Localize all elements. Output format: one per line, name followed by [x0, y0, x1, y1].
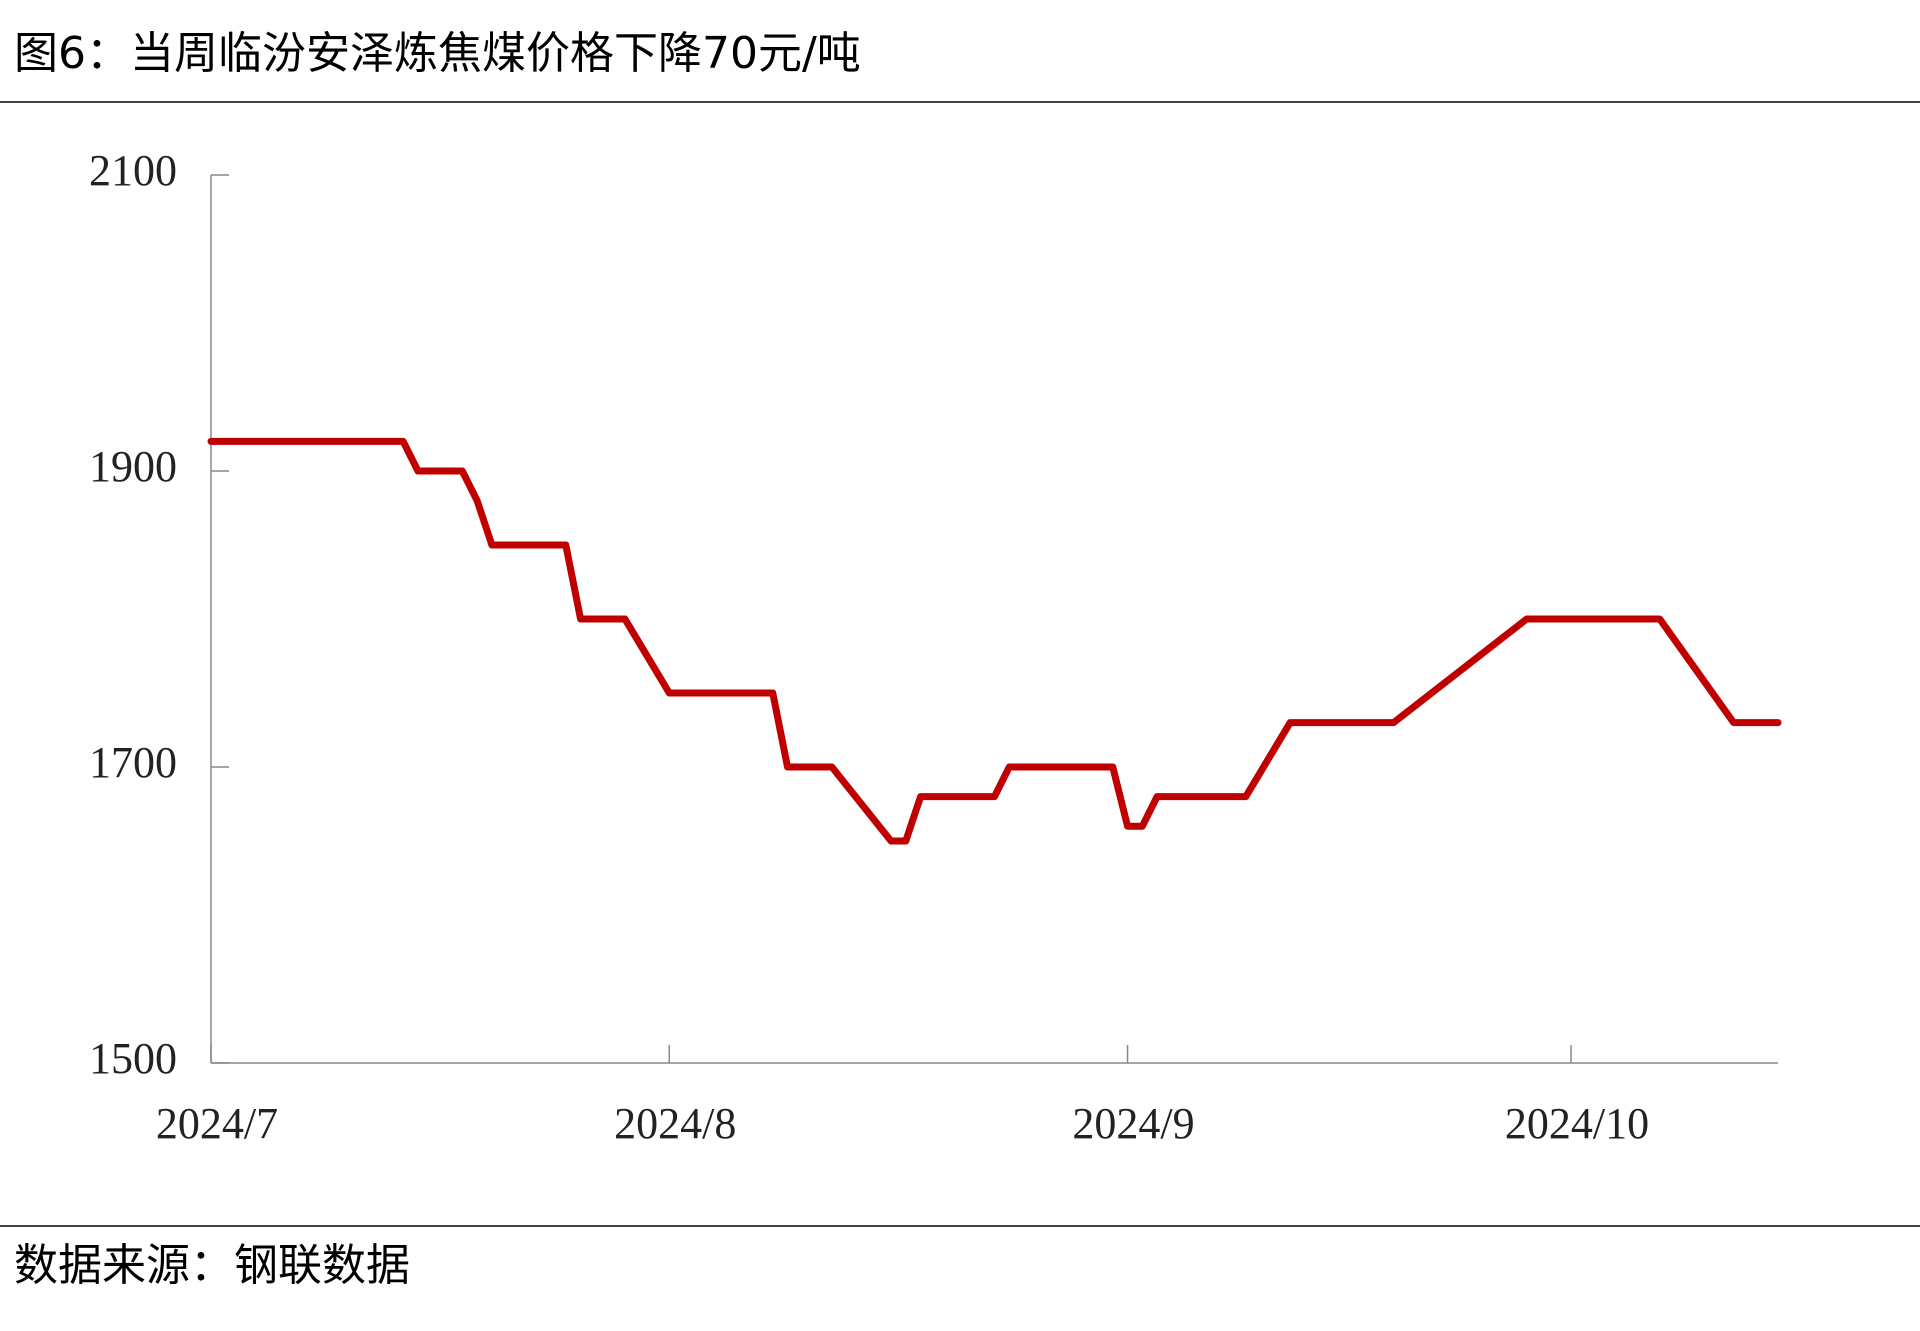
y-tick-label: 1900 [89, 442, 177, 491]
x-tick-label: 2024/10 [1505, 1099, 1649, 1148]
chart-title: 图6：当周临汾安泽炼焦煤价格下降70元/吨 [14, 28, 861, 79]
y-tick-label: 1700 [89, 738, 177, 787]
y-tick-label: 1500 [89, 1034, 177, 1083]
x-tick-label: 2024/8 [614, 1099, 736, 1148]
y-tick-label: 2100 [89, 146, 177, 195]
source-note: 数据来源：钢联数据 [14, 1240, 410, 1291]
price-line [207, 437, 1782, 845]
x-tick-label: 2024/7 [156, 1099, 278, 1148]
x-tick-label: 2024/9 [1072, 1099, 1194, 1148]
